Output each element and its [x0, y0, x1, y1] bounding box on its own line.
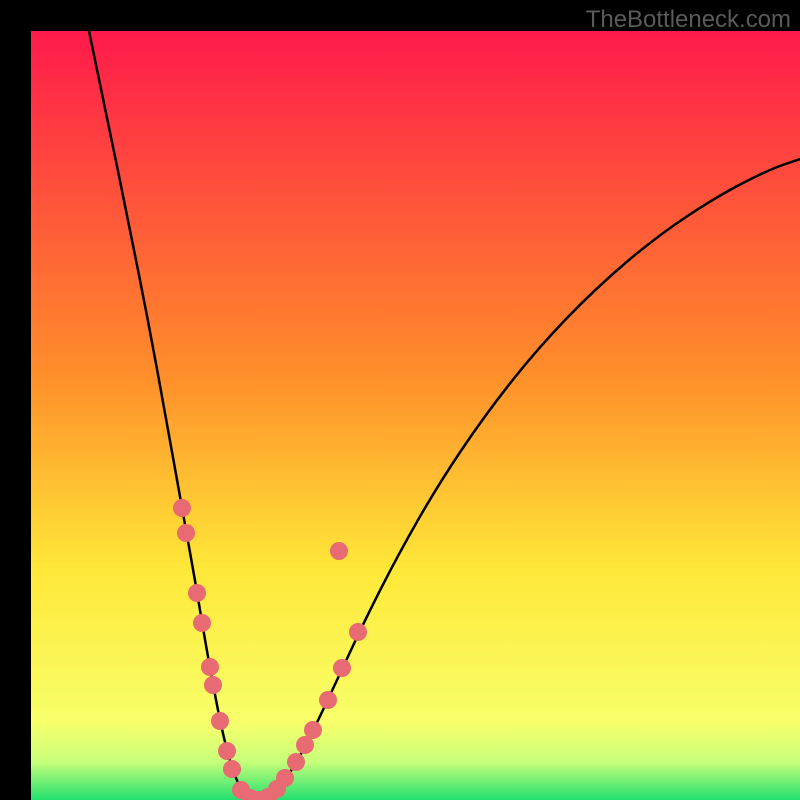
- data-point-marker: [177, 524, 195, 542]
- data-point-marker: [349, 623, 367, 641]
- data-point-marker: [304, 721, 322, 739]
- data-point-marker: [330, 542, 348, 560]
- data-point-marker: [188, 584, 206, 602]
- data-point-marker: [319, 691, 337, 709]
- data-point-marker: [333, 659, 351, 677]
- data-point-marker: [201, 658, 219, 676]
- data-point-marker: [193, 614, 211, 632]
- data-point-marker: [276, 769, 294, 787]
- curve-layer: [0, 0, 800, 800]
- data-point-marker: [173, 499, 191, 517]
- data-point-marker: [204, 676, 222, 694]
- chart-canvas: TheBottleneck.com: [0, 0, 800, 800]
- data-point-marker: [223, 760, 241, 778]
- data-point-marker: [218, 742, 236, 760]
- data-point-marker: [287, 753, 305, 771]
- marker-group: [173, 499, 367, 800]
- data-point-marker: [211, 712, 229, 730]
- bottleneck-curve-right: [258, 159, 800, 800]
- bottleneck-curve-left: [89, 31, 258, 800]
